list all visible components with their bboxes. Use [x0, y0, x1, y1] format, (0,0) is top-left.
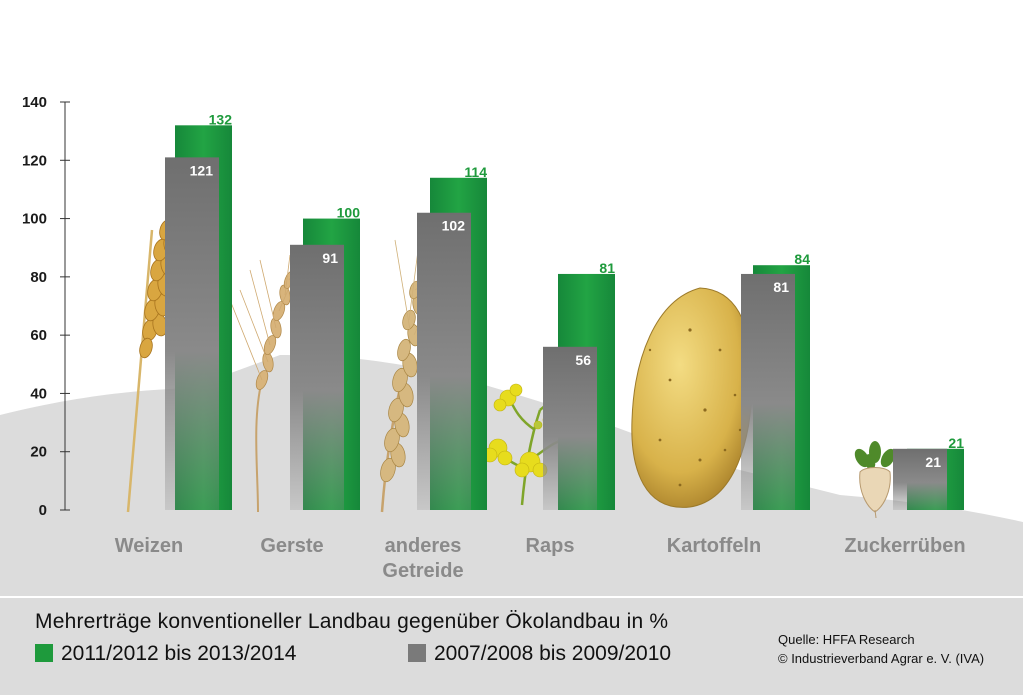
- category-labels: Weizen Gerste anderes Getreide Raps Kartoffel…: [115, 535, 966, 582]
- y-axis: 0 20 40 60 80 100 120 140: [22, 94, 70, 519]
- bar-grey: [543, 346, 597, 510]
- bar-value-label-grey: 81: [773, 279, 789, 295]
- bar-grey: [165, 157, 219, 510]
- legend-swatch-grey: [408, 644, 426, 662]
- bar-value-label-green: 100: [337, 205, 361, 221]
- bar-value-label-green: 132: [209, 111, 233, 127]
- category-label: Getreide: [382, 560, 463, 582]
- bars: 132 121 100 91 114 102 81 56 84 81 21 21: [165, 111, 964, 511]
- category-label: Zuckerrüben: [844, 535, 965, 557]
- category-label: Kartoffeln: [667, 535, 761, 557]
- background-hill: [0, 355, 1023, 596]
- source-note: Quelle: HFFA Research © Industrieverband…: [778, 630, 984, 668]
- illustrations: [126, 182, 896, 519]
- legend-swatch-green: [35, 644, 53, 662]
- category-label: Weizen: [115, 535, 184, 557]
- bar-grey: [290, 244, 344, 511]
- bar-grey: [741, 273, 795, 510]
- y-tick-label: 40: [30, 385, 47, 402]
- category-label: anderes: [385, 535, 462, 557]
- bar-value-label-green: 81: [599, 260, 615, 276]
- y-tick-label: 20: [30, 444, 47, 461]
- bar-value-label-green: 84: [794, 251, 810, 267]
- sugar-beet-icon: [854, 441, 896, 519]
- y-tick-label: 120: [22, 152, 47, 169]
- bar-value-label-grey: 121: [190, 162, 214, 178]
- legend-label-green: 2011/2012 bis 2013/2014: [61, 642, 297, 665]
- legend-item-green: 2011/2012 bis 2013/2014: [35, 642, 297, 666]
- category-label: Gerste: [260, 535, 323, 557]
- bar-value-label-green: 21: [948, 435, 964, 451]
- legend: Mehrerträge konventioneller Landbau gege…: [0, 596, 1023, 695]
- bar-grey: [893, 448, 947, 510]
- y-tick-label: 100: [22, 211, 47, 228]
- grain-ear-icon: [380, 229, 466, 513]
- source-line-2: © Industrieverband Agrar e. V. (IVA): [778, 651, 985, 666]
- bar-grey: [417, 212, 471, 510]
- y-tick-label: 140: [22, 94, 47, 111]
- y-tick-label: 0: [39, 502, 47, 519]
- bar-value-label-grey: 91: [322, 250, 338, 266]
- bar-value-label-grey: 56: [575, 352, 591, 368]
- legend-label-grey: 2007/2008 bis 2009/2010: [434, 642, 672, 665]
- y-tick-label: 80: [30, 269, 47, 286]
- bar-value-label-green: 114: [464, 164, 487, 180]
- chart-title: Mehrerträge konventioneller Landbau gege…: [35, 610, 669, 633]
- y-tick-label: 60: [30, 327, 47, 344]
- legend-item-grey: 2007/2008 bis 2009/2010: [408, 642, 671, 666]
- bar-value-label-grey: 21: [925, 454, 941, 470]
- bar-value-label-grey: 102: [442, 218, 466, 234]
- category-label: Raps: [526, 535, 575, 557]
- bar-chart: 0 20 40 60 80 100 120 140: [0, 94, 1023, 596]
- source-line-1: Quelle: HFFA Research: [778, 632, 915, 647]
